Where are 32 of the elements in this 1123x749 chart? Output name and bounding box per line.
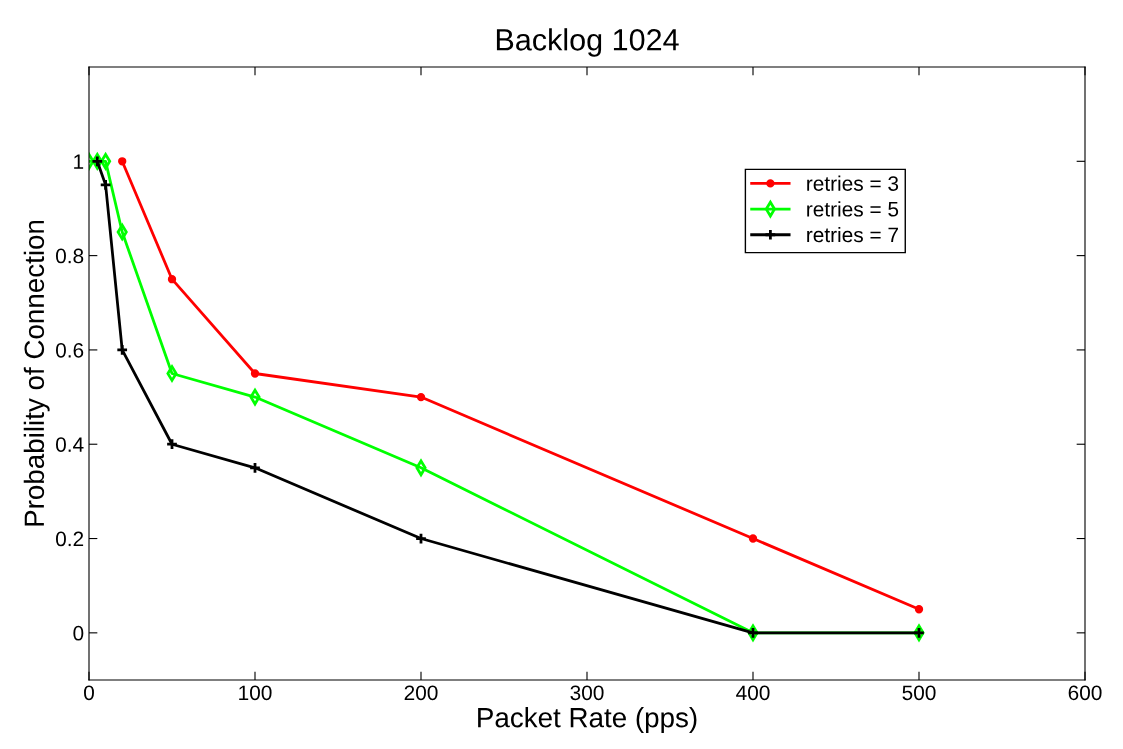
x-tick-label: 100 xyxy=(239,685,272,701)
x-tick-label: 500 xyxy=(902,685,936,701)
x-tick-label: 600 xyxy=(1068,685,1102,701)
y-axis-title: Probability of Connection xyxy=(23,220,50,526)
chart-title: Backlog 1024 xyxy=(496,28,679,57)
x-tick-label: 300 xyxy=(570,685,604,701)
x-axis-title: Packet Rate (pps) xyxy=(478,707,697,733)
legend-label: retries = 3 xyxy=(807,175,899,191)
point xyxy=(118,157,127,166)
point xyxy=(748,534,758,543)
y-tick-label: 1 xyxy=(74,154,84,169)
legend-label: retries = 7 xyxy=(807,226,898,243)
y-tick-label: 0 xyxy=(73,625,84,641)
y-tick-label: 0.4 xyxy=(55,437,84,452)
point xyxy=(416,392,426,402)
x-tick-label: 400 xyxy=(736,685,770,701)
point xyxy=(115,343,129,357)
point xyxy=(414,532,428,545)
point xyxy=(248,461,262,475)
y-tick-label: 0.8 xyxy=(55,248,84,264)
point xyxy=(250,369,260,378)
point xyxy=(914,605,924,614)
x-tick-label: 0 xyxy=(84,685,94,701)
point xyxy=(166,365,178,382)
point xyxy=(165,437,179,451)
x-tick-label: 200 xyxy=(404,685,438,701)
y-tick-label: 0.2 xyxy=(55,531,84,547)
point xyxy=(100,153,112,170)
y-tick-label: 0.6 xyxy=(55,342,84,358)
point xyxy=(167,275,177,284)
legend-label: retries = 5 xyxy=(807,201,899,217)
point xyxy=(99,178,112,192)
